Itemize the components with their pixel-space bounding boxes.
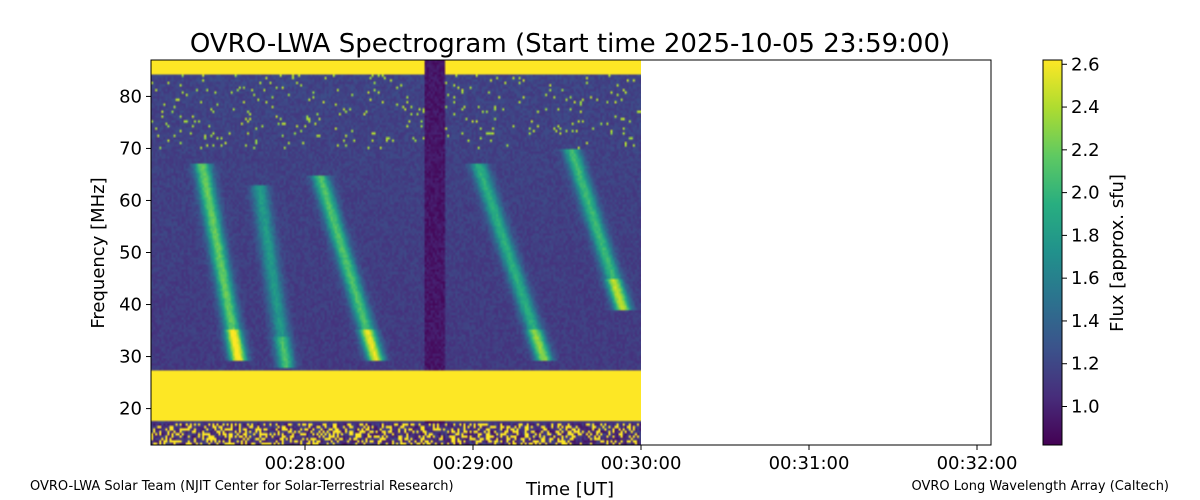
y-tick-label: 20 (119, 399, 142, 420)
y-tick-label: 60 (119, 190, 142, 211)
x-axis-label: Time [UT] (525, 479, 614, 500)
colorbar-tick-label: 1.0 (1071, 397, 1100, 418)
y-axis: 20 30 40 50 60 70 80 (119, 86, 151, 420)
credit-right: OVRO Long Wavelength Array (Caltech) (911, 479, 1169, 494)
y-tick-label: 80 (119, 86, 142, 107)
spectrogram-image (151, 60, 641, 445)
colorbar-tick-label: 2.2 (1071, 140, 1100, 161)
y-axis-label: Frequency [MHz] (88, 177, 109, 328)
colorbar-tick-label: 2.0 (1071, 183, 1100, 204)
chart-title: OVRO-LWA Spectrogram (Start time 2025-10… (190, 29, 950, 59)
y-tick-label: 70 (119, 138, 142, 159)
y-tick-label: 40 (119, 295, 142, 316)
x-tick-label: 00:32:00 (937, 453, 1018, 474)
x-axis: 00:28:00 00:29:00 00:30:00 00:31:00 00:32:00 (265, 445, 1018, 474)
y-tick-label: 30 (119, 347, 142, 368)
colorbar-tick-label: 1.6 (1071, 268, 1100, 289)
x-tick-label: 00:29:00 (433, 453, 514, 474)
x-tick-label: 00:31:00 (769, 453, 850, 474)
colorbar-tick-label: 1.2 (1071, 354, 1100, 375)
colorbar-tick-label: 2.6 (1071, 54, 1100, 75)
spectrogram-heatmap (151, 60, 641, 445)
x-tick-label: 00:30:00 (601, 453, 682, 474)
colorbar-tick-label: 1.4 (1071, 311, 1100, 332)
credit-left: OVRO-LWA Solar Team (NJIT Center for Sol… (30, 479, 454, 494)
colorbar (1042, 59, 1063, 446)
colorbar-tick-label: 1.8 (1071, 225, 1100, 246)
colorbar-label: Flux [approx. sfu] (1107, 174, 1128, 332)
colorbar-axis: 1.0 1.2 1.4 1.6 1.8 2.0 2.2 2.4 2.6 (1062, 54, 1100, 418)
x-tick-label: 00:28:00 (265, 453, 346, 474)
y-tick-label: 50 (119, 243, 142, 264)
colorbar-tick-label: 2.4 (1071, 97, 1100, 118)
